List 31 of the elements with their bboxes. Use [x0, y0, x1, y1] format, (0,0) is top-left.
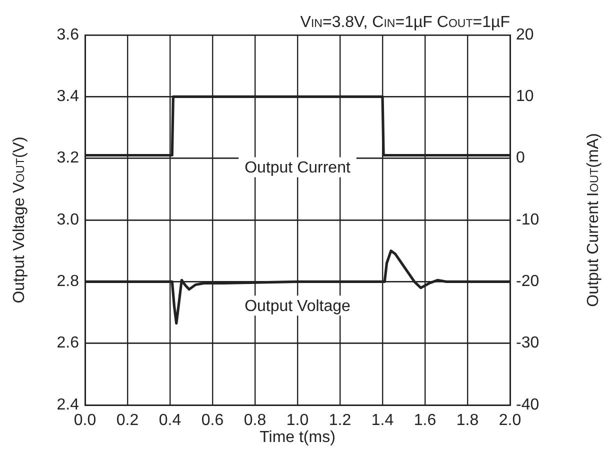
y-tick-label: 2.6: [56, 334, 80, 352]
y2-tick-label: -30: [516, 334, 540, 352]
x-tick-label: 0.6: [201, 412, 224, 430]
y2-axis-title: Output Current IOUT(mA): [585, 133, 602, 307]
x-tick-label: 1.4: [371, 412, 394, 430]
y2-tick-label: 20: [516, 26, 534, 44]
x-axis-title: Time t(ms): [260, 429, 336, 446]
y2-tick-label: -40: [516, 396, 540, 414]
chart-title: VIN=3.8V, CIN=1µF COUT=1µF: [300, 14, 510, 31]
y-tick-label: 3.4: [56, 88, 80, 106]
x-tick-label: 1.6: [414, 412, 436, 430]
y-axis-title: Output Voltage VOUT(V): [11, 136, 28, 304]
y2-tick-label: -20: [516, 273, 540, 290]
y-tick-label: 3.0: [56, 211, 80, 228]
y2-tick-label: 10: [516, 88, 534, 106]
x-tick-label: 1.8: [456, 412, 479, 430]
x-tick-label: 0.8: [244, 412, 266, 430]
y-tick-label: 2.4: [56, 396, 80, 414]
x-tick-label: 2.0: [498, 412, 522, 430]
x-tick-label: 0.0: [74, 412, 96, 430]
y2-tick-label: -10: [516, 211, 540, 228]
x-tick-label: 1.0: [286, 412, 309, 430]
x-tick-label: 1.2: [328, 412, 352, 430]
y-tick-label: 3.2: [56, 150, 80, 167]
y2-tick-label: 0: [516, 150, 525, 167]
y-tick-label: 2.8: [56, 273, 80, 290]
x-tick-label: 0.4: [158, 412, 182, 430]
y-tick-label: 3.6: [56, 26, 80, 44]
x-tick-label: 0.2: [116, 412, 139, 430]
text: Output Current: [244, 160, 351, 177]
series-label: Output Voltage: [244, 298, 351, 316]
